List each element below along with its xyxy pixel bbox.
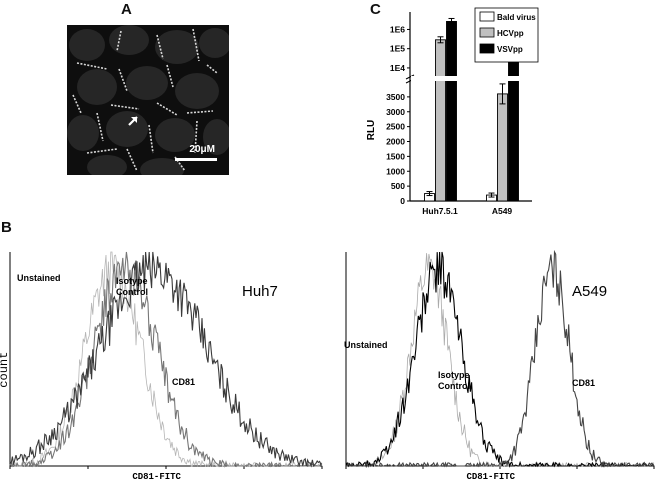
- scale-bar-label: 20μM: [189, 144, 215, 155]
- label-isotype-control: Control: [116, 287, 148, 297]
- y-tick-label: 500: [391, 181, 405, 191]
- y-tick-label: 1E4: [390, 63, 405, 73]
- legend-label: Bald virus: [497, 13, 536, 22]
- bar-vsvpp: [446, 21, 457, 202]
- y-tick-label: 3000: [386, 107, 405, 117]
- panel-label-a: A: [121, 1, 132, 18]
- label-isotype-control: Isotype: [438, 370, 470, 380]
- x-tick-label: A549: [492, 206, 513, 215]
- legend-swatch: [479, 27, 495, 38]
- histogram-isotype-control: [9, 251, 323, 468]
- bar-hcvpp: [435, 39, 446, 202]
- x-axis-title: CD81-FITC: [132, 472, 181, 479]
- y-axis-title: count: [0, 352, 11, 388]
- x-axis-title: CD81-FITC: [466, 472, 515, 479]
- histogram-unstained: [345, 253, 655, 468]
- label-unstained: Unstained: [17, 273, 61, 283]
- axis-break-mark: [405, 74, 415, 80]
- micrograph-cells: [67, 25, 229, 175]
- x-tick-label: Huh7.5.1: [422, 206, 458, 215]
- micrograph-image: 20μM: [67, 25, 229, 175]
- y-tick-label: 1E5: [390, 44, 405, 54]
- label-isotype-control: Isotype: [116, 276, 148, 286]
- rlu-bar-chart: 0 500 1000 1500 2000 2500 3000 3500 1E4 1E5 1E6 RLU…: [366, 7, 539, 215]
- cell-line-title: Huh7: [242, 283, 278, 300]
- legend-swatch: [479, 43, 495, 54]
- histogram-cd81: [9, 251, 323, 468]
- y-tick-label: 2000: [386, 137, 405, 147]
- label-cd81: CD81: [572, 378, 595, 388]
- legend-label: VSVpp: [497, 45, 523, 54]
- label-isotype-control: Control: [438, 381, 470, 391]
- legend: Bald virus HCVpp VSVpp: [474, 7, 539, 63]
- y-tick-label: 0: [400, 196, 405, 206]
- label-unstained: Unstained: [344, 340, 388, 350]
- panel-label-b: B: [1, 219, 12, 236]
- cell-line-title: A549: [572, 283, 607, 300]
- y-tick-label: 1500: [386, 151, 405, 161]
- axis-break-gap: [411, 76, 533, 81]
- label-cd81: CD81: [172, 377, 195, 387]
- panel-label-c: C: [370, 1, 381, 18]
- y-tick-label: 3500: [386, 92, 405, 102]
- legend-label: HCVpp: [497, 29, 524, 38]
- bar-hcvpp: [497, 93, 508, 202]
- y-tick-label: 1E6: [390, 24, 405, 34]
- legend-swatch: [479, 11, 495, 22]
- y-axis-title: RLU: [366, 120, 377, 141]
- histogram-cd81: [346, 249, 655, 468]
- y-tick-label: 1000: [386, 166, 405, 176]
- y-tick-label: 2500: [386, 122, 405, 132]
- scale-bar: [175, 158, 217, 161]
